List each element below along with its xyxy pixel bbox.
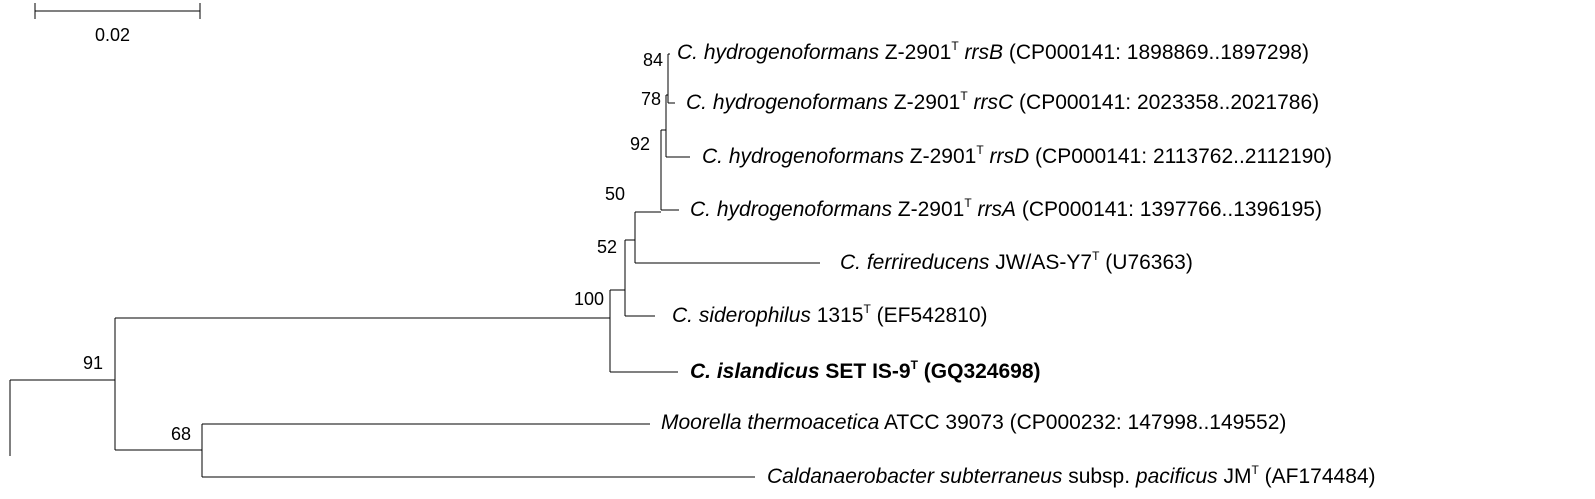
node-100	[609, 289, 678, 373]
leaf-subspecies: pacificus	[1135, 465, 1218, 488]
bootstrap-91: 91	[82, 353, 103, 373]
node-50	[634, 211, 820, 264]
leaf-strain: SET IS-9	[825, 360, 911, 383]
node-68	[201, 423, 755, 478]
leaf-strain: ATCC 39073	[883, 411, 1004, 434]
type-strain-mark: T	[1092, 249, 1100, 263]
bootstrap-52: 52	[596, 237, 617, 257]
bootstrap-92: 92	[629, 134, 650, 154]
leaf-label-rrsb: C. hydrogenoformans Z-2901T rrsB (CP0001…	[677, 39, 1309, 64]
leaf-label-rrsc: C. hydrogenoformans Z-2901T rrsC (CP0001…	[686, 89, 1320, 114]
leaf-label-rrsd: C. hydrogenoformans Z-2901T rrsD (CP0001…	[702, 143, 1332, 168]
leaf-accession: (CP000232: 147998..149552)	[1009, 411, 1287, 434]
leaf-gene: rrsC	[973, 91, 1014, 114]
bootstrap-84: 84	[642, 50, 663, 70]
leaf-strain: Z-2901	[909, 145, 977, 168]
root-node	[9, 379, 115, 456]
node-52	[624, 239, 655, 317]
leaf-strain: JM	[1223, 465, 1252, 488]
leaf-species: C. hydrogenoformans	[702, 145, 904, 168]
leaf-gene: rrsA	[977, 198, 1017, 221]
leaf-label-islandicus: C. islandicus SET IS-9T (GQ324698)	[690, 358, 1041, 383]
leaf-species: C. hydrogenoformans	[690, 198, 892, 221]
node-92	[660, 129, 679, 211]
leaf-label-ferrireducens: C. ferrireducens JW/AS-Y7T (U76363)	[840, 249, 1193, 274]
type-strain-mark: T	[910, 358, 918, 372]
leaf-gene: rrsB	[964, 41, 1004, 64]
leaf-label-moorella: Moorella thermoacetica ATCC 39073 (CP000…	[661, 412, 1286, 433]
type-strain-mark: T	[976, 143, 984, 157]
type-strain-mark: T	[964, 196, 972, 210]
leaf-accession: (CP000141: 1397766..1396195)	[1021, 198, 1322, 221]
leaf-species: C. ferrireducens	[840, 251, 990, 274]
type-strain-mark: T	[960, 89, 968, 103]
leaf-strain: 1315	[816, 304, 864, 327]
bootstrap-78: 78	[640, 89, 661, 109]
leaf-subsp: subsp.	[1068, 465, 1131, 488]
node-91	[114, 317, 610, 451]
leaf-species: C. siderophilus	[672, 304, 811, 327]
node-84	[667, 53, 675, 104]
leaf-strain: JW/AS-Y7	[995, 251, 1093, 274]
bootstrap-50: 50	[604, 184, 625, 204]
leaf-accession: (CP000141: 1898869..1897298)	[1008, 41, 1309, 64]
leaf-accession: (EF542810)	[876, 304, 988, 327]
type-strain-mark: T	[863, 302, 871, 316]
leaf-species: Moorella thermoacetica	[661, 411, 880, 434]
leaf-accession: (GQ324698)	[923, 360, 1041, 383]
leaf-gene: rrsD	[989, 145, 1030, 168]
scale-bar	[34, 3, 201, 19]
leaf-strain: Z-2901	[884, 41, 952, 64]
leaf-species: C. hydrogenoformans	[677, 41, 879, 64]
leaf-species: Caldanaerobacter subterraneus	[767, 465, 1063, 488]
leaf-accession: (AF174484)	[1264, 465, 1376, 488]
type-strain-mark: T	[951, 39, 959, 53]
leaf-strain: Z-2901	[893, 91, 961, 114]
leaf-species: C. hydrogenoformans	[686, 91, 888, 114]
leaf-accession: (U76363)	[1105, 251, 1193, 274]
leaf-accession: (CP000141: 2023358..2021786)	[1019, 91, 1320, 114]
leaf-label-siderophilus: C. siderophilus 1315T (EF542810)	[672, 302, 988, 327]
leaf-strain: Z-2901	[897, 198, 965, 221]
bootstrap-100: 100	[573, 289, 604, 309]
scale-bar-label: 0.02	[95, 25, 131, 45]
leaf-label-rrsa: C. hydrogenoformans Z-2901T rrsA (CP0001…	[690, 196, 1322, 221]
leaf-accession: (CP000141: 2113762..2112190)	[1035, 145, 1332, 168]
leaf-species: C. islandicus	[690, 360, 820, 383]
leaf-label-caldanaerobacter: Caldanaerobacter subterraneus subsp. pac…	[767, 463, 1376, 488]
type-strain-mark: T	[1251, 463, 1259, 477]
bootstrap-68: 68	[170, 424, 191, 444]
